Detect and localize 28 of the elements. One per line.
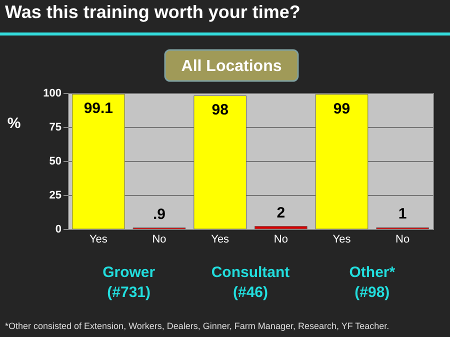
y-tick-label: 100	[43, 88, 62, 100]
data-label: 99	[333, 100, 350, 118]
x-tick-label: No	[274, 234, 288, 246]
bar	[72, 94, 125, 230]
chart-title: Was this training worth your time?	[5, 2, 300, 22]
bar	[254, 226, 308, 230]
y-axis-title: %	[7, 115, 21, 132]
data-label: 98	[212, 102, 228, 119]
y-tick-label: 50	[49, 156, 62, 168]
x-tick-label: Yes	[89, 234, 108, 246]
y-tick-label: 25	[49, 190, 62, 202]
x-tick-label: Yes	[211, 234, 230, 246]
data-label: 1	[398, 206, 407, 223]
y-tick-label: 75	[49, 122, 62, 134]
text: Other* (#98)	[349, 264, 396, 301]
bar	[315, 94, 368, 230]
x-tick-label: Yes	[332, 234, 352, 246]
text: Consultant (#46)	[211, 264, 290, 301]
chart-subtitle: All Locations	[181, 58, 282, 75]
x-tick-label: No	[396, 234, 410, 246]
x-tick-label: No	[152, 234, 166, 246]
y-tick-label: 0	[55, 224, 62, 236]
data-label: .9	[152, 206, 166, 223]
text: *Other consisted of Extension, Workers, Dealers, Ginner, Farm Manager, Research, YF Teacher.	[5, 321, 390, 331]
data-label: 99.1	[84, 100, 114, 118]
text: Grower (#731)	[102, 264, 156, 301]
data-label: 2	[276, 204, 286, 222]
bar	[194, 95, 246, 230]
